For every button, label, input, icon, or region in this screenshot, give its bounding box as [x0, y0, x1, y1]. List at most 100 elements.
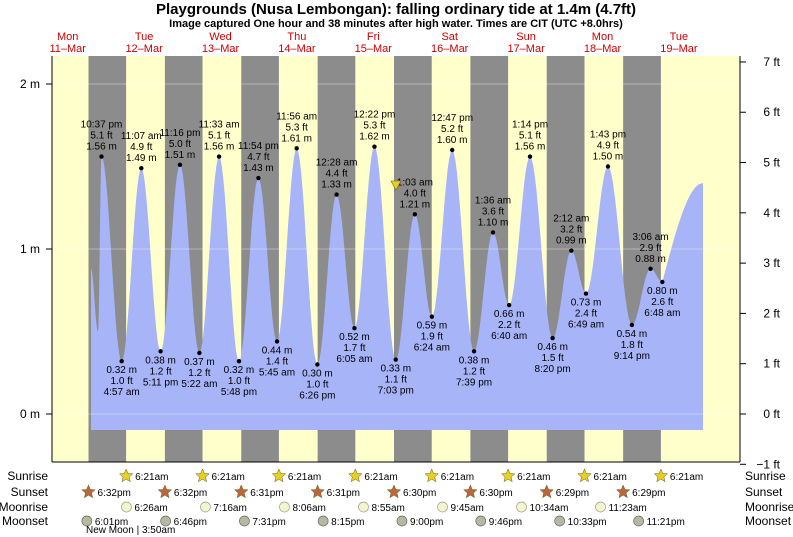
- date-label: 13–Mar: [202, 43, 240, 55]
- tide-feet-label: 4.9 ft: [597, 141, 619, 152]
- gridlines: [52, 83, 740, 415]
- tide-metre-label: 1.56 m: [515, 142, 546, 153]
- tide-extreme-point: [177, 162, 183, 168]
- sunrise-icon: [577, 468, 592, 483]
- tide-feet-label: 5.2 ft: [441, 124, 463, 135]
- sunset-icon: [615, 484, 631, 499]
- date-label: 19–Mar: [660, 43, 698, 55]
- day-of-week-label: Sat: [441, 31, 458, 43]
- moonset-icon: [396, 515, 408, 527]
- moonset-time: 10:33pm: [568, 517, 607, 528]
- moonset-time: 6:01pm: [95, 517, 128, 528]
- right-tick-label: 2 ft: [763, 306, 780, 320]
- sunrise-icon: [118, 468, 134, 483]
- tide-feet-label: 2.4 ft: [575, 309, 597, 320]
- tide-metre-label: 1.61 m: [281, 133, 312, 144]
- tide-time-label: 6:49 am: [568, 320, 604, 331]
- left-tick-label: 0 m: [20, 407, 40, 421]
- tide-metre-label: 1.51 m: [165, 150, 196, 161]
- moonrise-icon: [358, 501, 369, 513]
- tide-extreme-point: [256, 175, 261, 181]
- day-of-week-label: Thu: [287, 31, 306, 43]
- tide-time-label: 6:26 pm: [299, 391, 335, 402]
- tide-metre-label: 0.80 m: [647, 286, 678, 297]
- sunset-icon: [310, 484, 325, 499]
- tide-time-label: 1:03 am: [397, 177, 433, 188]
- tide-time-label: 12:22 pm: [354, 110, 396, 121]
- tide-time-label: 10:37 pm: [81, 120, 123, 131]
- tide-metre-label: 1.49 m: [126, 153, 157, 164]
- tide-metre-label: 0.59 m: [417, 321, 448, 332]
- tide-metre-label: 0.99 m: [556, 236, 587, 247]
- moonrise-time: 7:16am: [213, 503, 246, 514]
- moonset-time: 6:46pm: [174, 517, 207, 528]
- moonrise-icon: [121, 501, 132, 513]
- tide-extreme-point: [197, 350, 202, 356]
- moonset-icon: [554, 515, 566, 527]
- tide-time-label: 6:40 am: [491, 331, 527, 342]
- tide-time-label: 2:12 am: [553, 214, 589, 225]
- sunset-time: 6:32pm: [174, 488, 207, 499]
- tide-curve-area: [91, 146, 703, 430]
- tide-metre-label: 0.88 m: [635, 254, 666, 265]
- sunrise-icon: [500, 468, 516, 483]
- tide-extreme-point: [294, 146, 299, 151]
- tide-metre-label: 0.37 m: [184, 357, 215, 368]
- tide-extreme-point: [352, 326, 357, 331]
- moonrise-icon: [200, 501, 211, 513]
- sunset-time: 6:31pm: [327, 488, 360, 499]
- moonset-time: 9:00pm: [410, 517, 443, 528]
- tide-time-label: 3:06 am: [632, 232, 668, 243]
- right-tick-label: 6 ft: [763, 105, 780, 119]
- day-of-week-label: Tue: [670, 31, 689, 43]
- tide-extreme-point: [605, 164, 611, 169]
- tide-feet-label: 1.2 ft: [463, 366, 485, 377]
- sunrise-time: 6:21am: [135, 472, 168, 483]
- tide-time-label: 12:47 pm: [431, 113, 473, 124]
- tide-metre-label: 1.50 m: [593, 152, 624, 163]
- sunset-icon: [539, 484, 555, 499]
- tide-metre-label: 1.33 m: [321, 180, 352, 191]
- right-tick-label: 5 ft: [763, 156, 780, 170]
- tide-feet-label: 2.6 ft: [651, 297, 673, 308]
- sunset-time: 6:32pm: [97, 488, 130, 499]
- sunrise-time: 6:21am: [212, 472, 245, 483]
- tide-time-label: 11:56 am: [276, 111, 317, 122]
- tide-extreme-point: [393, 357, 398, 362]
- tide-feet-label: 4.7 ft: [247, 152, 269, 163]
- tide-extreme-point: [449, 147, 455, 153]
- sunrise-time: 6:21am: [364, 472, 397, 483]
- tide-extreme-point: [648, 266, 653, 271]
- tide-feet-label: 5.3 ft: [286, 122, 308, 133]
- moonrise-icon: [437, 501, 448, 513]
- left-tick-label: 2 m: [20, 77, 40, 91]
- day-of-week-label: Sun: [516, 31, 536, 43]
- day-of-week-label: Mon: [57, 31, 78, 43]
- day-of-week-label: Fri: [367, 31, 380, 43]
- tide-time-label: 5:22 am: [181, 379, 217, 390]
- tide-metre-label: 0.32 m: [106, 365, 137, 376]
- sunrise-icon: [424, 468, 440, 483]
- tide-metre-label: 1.56 m: [86, 142, 117, 153]
- tide-extreme-point: [158, 349, 163, 354]
- moonset-icon: [317, 515, 329, 527]
- tide-time-label: 12:28 am: [316, 158, 358, 169]
- tide-extreme-point: [334, 192, 339, 197]
- tide-time-label: 7:39 pm: [456, 377, 492, 388]
- tide-feet-label: 1.8 ft: [621, 340, 643, 351]
- sunrise-icon: [653, 468, 669, 483]
- sunset-row-label-right: Sunset: [745, 485, 783, 499]
- tide-extreme-point: [527, 154, 533, 159]
- tide-metre-label: 0.33 m: [380, 364, 411, 375]
- moonrise-icon: [595, 501, 606, 513]
- tide-metre-label: 0.38 m: [459, 355, 490, 366]
- tide-metre-label: 0.46 m: [537, 342, 568, 353]
- tide-time-label: 1:14 pm: [512, 120, 548, 131]
- tide-extreme-point: [236, 359, 242, 364]
- tide-time-label: 1:43 pm: [590, 130, 626, 141]
- date-label: 17–Mar: [507, 43, 545, 55]
- moonset-time: 7:31pm: [252, 517, 285, 528]
- tide-feet-label: 4.9 ft: [130, 142, 152, 153]
- tide-extreme-point: [471, 349, 477, 354]
- day-of-week-label: Wed: [209, 31, 231, 43]
